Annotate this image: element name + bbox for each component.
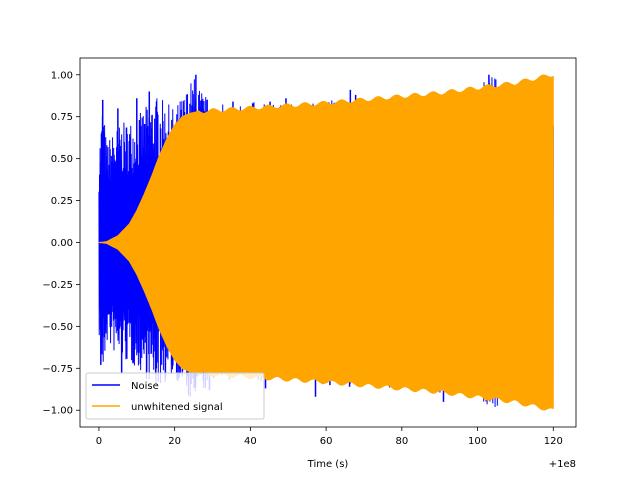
y-tick-label: 1.00 xyxy=(51,70,73,81)
y-tick-label: −1.00 xyxy=(42,406,73,417)
y-tick-label: 0.25 xyxy=(51,196,73,207)
legend-label-noise: Noise xyxy=(131,381,159,392)
y-tick-label: 0.50 xyxy=(51,154,73,165)
x-tick-label: 20 xyxy=(168,436,181,447)
y-axis: 1.00 0.75 0.50 0.25 0.00 −0.25 −0.50 −0.75 −1.00 xyxy=(42,70,80,417)
y-tick-label: −0.50 xyxy=(42,322,73,333)
x-tick-label: 40 xyxy=(244,436,257,447)
x-axis-label: Time (s) xyxy=(307,459,349,470)
legend-box xyxy=(85,372,265,420)
x-tick-label: 120 xyxy=(544,436,563,447)
x-tick-label: 0 xyxy=(96,436,102,447)
y-tick-label: 0.75 xyxy=(51,112,73,123)
x-axis: 0 20 40 60 80 100 120 xyxy=(96,427,563,447)
x-axis-offset-label: +1e8 xyxy=(549,459,576,470)
y-tick-label: 0.00 xyxy=(51,238,73,249)
legend: Noise unwhitened signal xyxy=(85,372,265,420)
x-tick-label: 100 xyxy=(468,436,487,447)
legend-label-unwhitened-signal: unwhitened signal xyxy=(131,402,223,413)
x-tick-label: 60 xyxy=(320,436,333,447)
x-tick-label: 80 xyxy=(395,436,408,447)
plot-area xyxy=(79,57,577,428)
y-tick-label: −0.75 xyxy=(42,364,73,375)
y-tick-label: −0.25 xyxy=(42,280,73,291)
